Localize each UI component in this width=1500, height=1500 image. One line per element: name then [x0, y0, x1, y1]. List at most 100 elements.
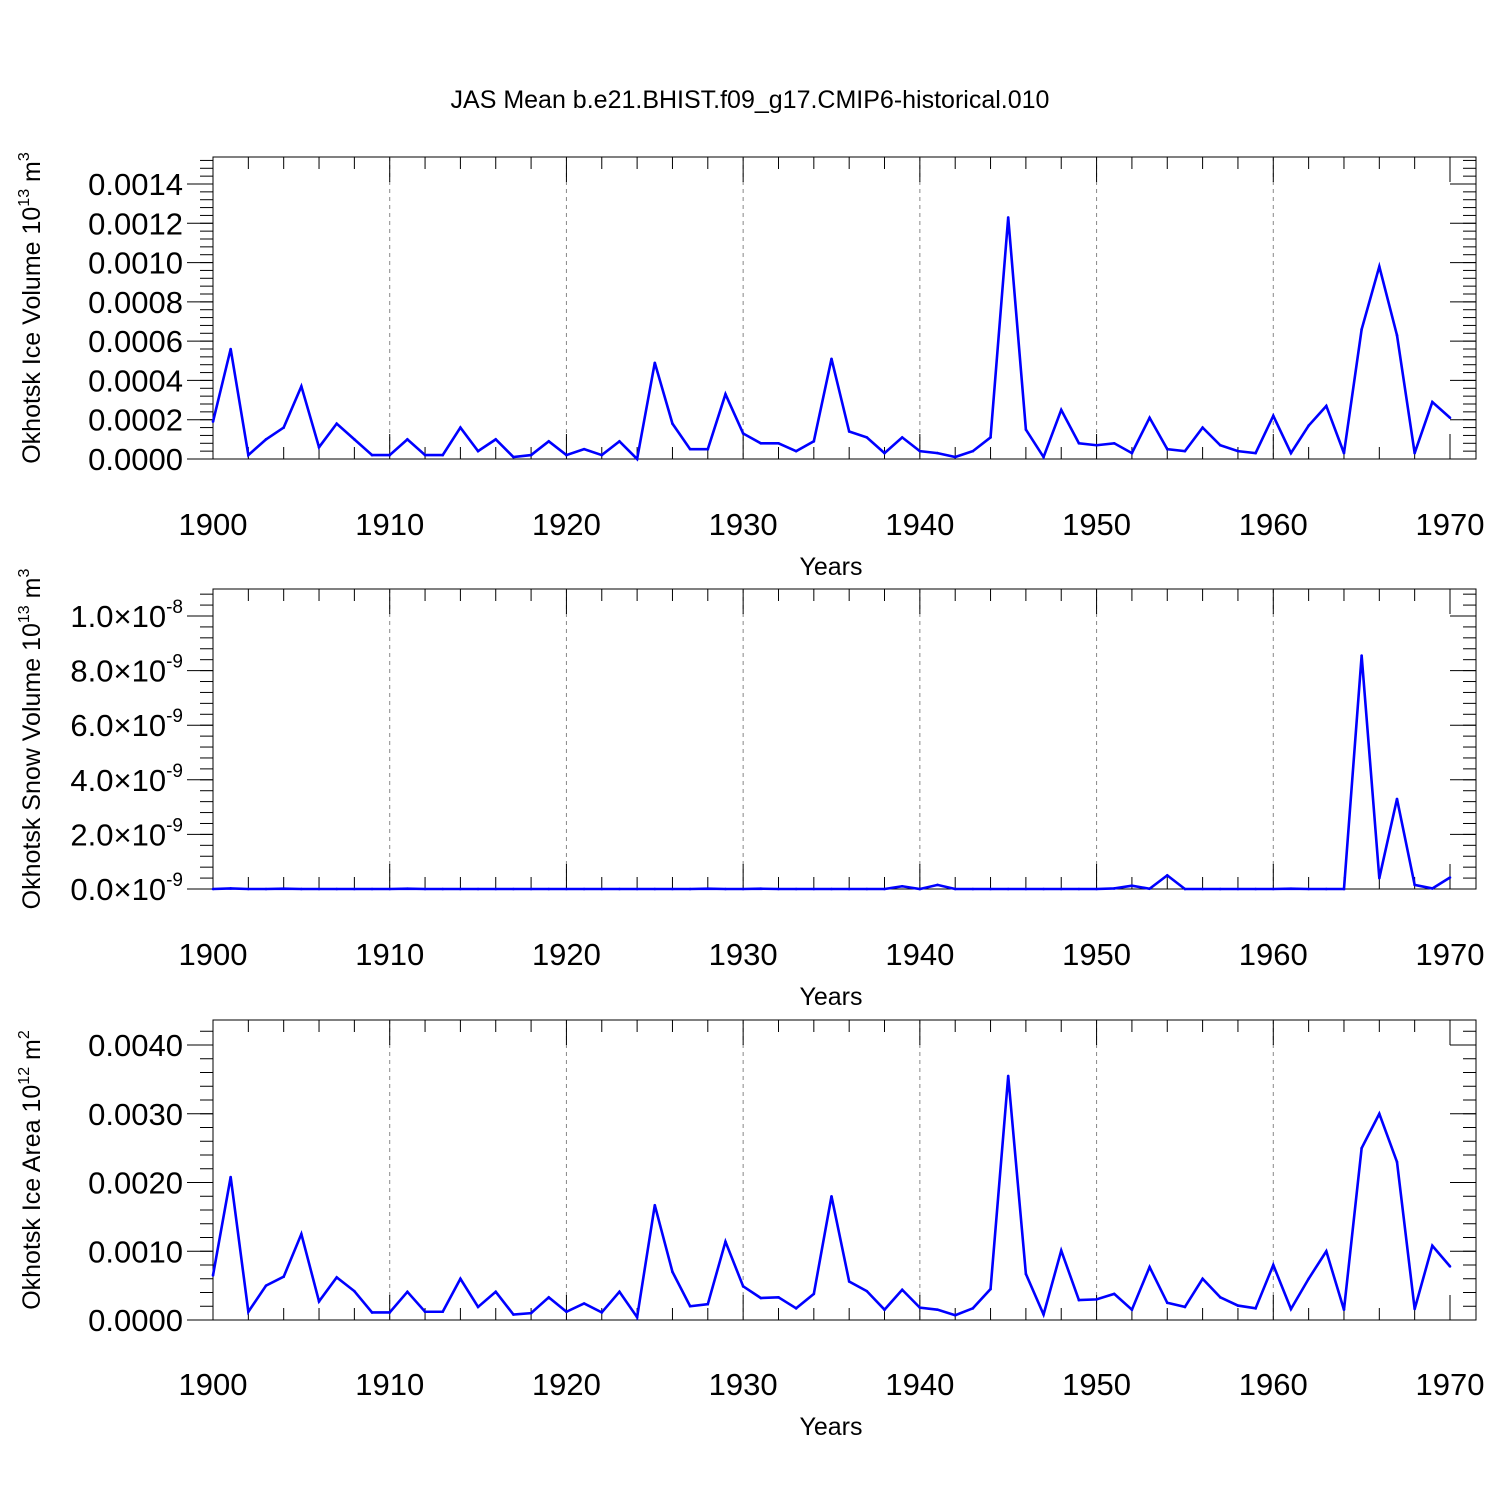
data-point — [724, 392, 727, 396]
data-point — [1024, 887, 1028, 891]
data-point — [918, 887, 922, 891]
data-point — [459, 1277, 462, 1281]
data-point — [1095, 887, 1098, 891]
chart-title: JAS Mean b.e21.BHIST.f09_g17.CMIP6-histo… — [451, 86, 1050, 114]
data-point — [529, 453, 533, 457]
data-point — [1395, 1160, 1399, 1164]
x-tick-label: 1930 — [709, 937, 778, 972]
data-point — [1271, 887, 1275, 891]
data-point — [406, 1290, 409, 1294]
data-point — [883, 887, 886, 891]
data-point — [1165, 447, 1169, 451]
x-tick-label: 1930 — [709, 507, 778, 542]
data-point — [1112, 441, 1116, 445]
data-point — [282, 1275, 285, 1278]
data-point — [1254, 887, 1257, 891]
data-point — [565, 1310, 568, 1314]
series-line — [211, 217, 1451, 462]
data-point — [688, 887, 692, 891]
y-tick-label: 0.0012 — [88, 206, 183, 241]
data-point — [1448, 1265, 1452, 1268]
y-tick-label: 0.0020 — [88, 1166, 183, 1201]
data-point — [989, 1287, 992, 1291]
x-tick-label: 1950 — [1062, 937, 1131, 972]
data-point — [211, 887, 215, 891]
data-point — [1059, 1249, 1063, 1252]
data-point — [600, 453, 604, 457]
data-point — [406, 887, 409, 891]
data-point — [1024, 428, 1028, 431]
data-point — [688, 447, 692, 451]
y-tick-label: 4.0×10-9 — [70, 761, 183, 798]
data-point — [582, 447, 586, 451]
data-point — [1095, 443, 1098, 447]
x-tick-label: 1960 — [1239, 507, 1308, 542]
data-point — [1236, 887, 1240, 891]
data-point — [317, 887, 321, 891]
x-axis-title: Years — [799, 553, 862, 581]
data-point — [883, 451, 886, 455]
data-point — [635, 457, 639, 461]
data-point — [1112, 1292, 1116, 1296]
data-point — [1378, 876, 1381, 880]
data-point — [1183, 1305, 1187, 1309]
data-point — [1183, 887, 1187, 891]
data-point — [300, 887, 303, 891]
data-point — [688, 1304, 692, 1308]
data-point — [706, 1302, 710, 1306]
data-point — [865, 1289, 869, 1293]
data-point — [370, 453, 374, 457]
data-point — [1360, 328, 1363, 331]
x-axis-title: Years — [799, 1413, 862, 1441]
data-point — [1165, 1301, 1169, 1305]
y-axis-title: Okhotsk Snow Volume 1013 m3 — [16, 569, 46, 910]
data-point — [406, 438, 409, 441]
data-point — [300, 385, 303, 388]
data-point — [1342, 887, 1346, 891]
y-tick-label: 0.0010 — [88, 246, 183, 281]
panel-3: 0.0000 0.0010 0.0020 0.0030 0.0040 1900 1910 19… — [16, 1019, 1485, 1441]
data-point — [441, 1310, 445, 1314]
data-point — [1077, 887, 1081, 891]
data-point — [264, 887, 268, 891]
series-points — [211, 654, 1452, 891]
x-tick-label: 1930 — [709, 1367, 778, 1402]
data-point — [847, 430, 851, 433]
y-tick-label: 0.0000 — [88, 1303, 183, 1338]
data-point — [247, 887, 250, 891]
data-point — [936, 451, 939, 455]
data-point — [759, 887, 763, 891]
data-point — [830, 1194, 833, 1198]
data-point — [229, 887, 232, 890]
x-tick-label: 1970 — [1416, 1367, 1485, 1402]
data-point — [370, 887, 374, 891]
data-point — [300, 1232, 303, 1236]
data-point — [635, 1315, 639, 1319]
data-point — [459, 426, 462, 429]
data-point — [1059, 887, 1063, 891]
data-point — [1360, 1146, 1363, 1150]
data-point — [388, 453, 392, 457]
data-point — [653, 361, 657, 365]
data-point — [1325, 887, 1328, 891]
data-point — [989, 887, 992, 891]
data-point — [229, 1175, 232, 1179]
data-point — [317, 445, 321, 449]
data-point — [618, 1290, 621, 1294]
data-point — [1236, 449, 1240, 453]
data-point — [264, 1284, 268, 1287]
data-point — [582, 1302, 586, 1305]
data-point — [900, 1288, 904, 1292]
data-point — [1077, 1298, 1081, 1302]
data-point — [423, 453, 427, 457]
data-point — [1271, 414, 1275, 418]
data-point — [900, 884, 904, 888]
data-point — [512, 1313, 515, 1316]
data-point — [812, 1292, 816, 1296]
data-point — [335, 887, 339, 891]
data-point — [724, 887, 727, 891]
data-point — [1307, 424, 1310, 427]
x-tick-label: 1970 — [1416, 937, 1485, 972]
y-tick-label: 8.0×10-9 — [70, 652, 183, 689]
x-tick-label: 1910 — [355, 937, 424, 972]
